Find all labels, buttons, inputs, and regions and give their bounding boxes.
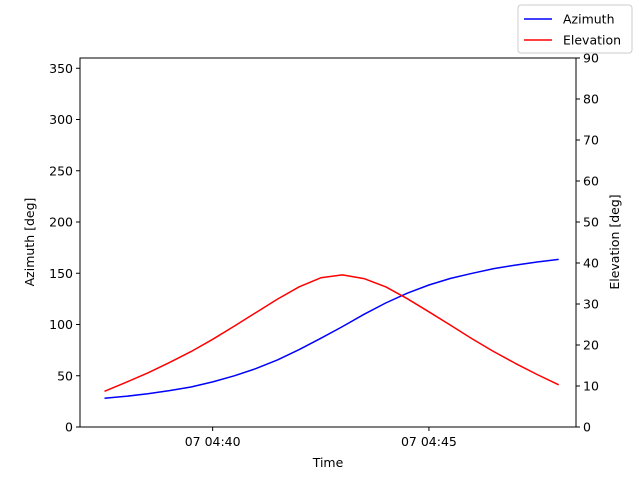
x-tick-label: 07 04:45 xyxy=(401,434,457,449)
right-y-tick-label: 70 xyxy=(583,133,599,148)
right-y-tick-label: 10 xyxy=(583,379,599,394)
x-tick-label: 07 04:40 xyxy=(185,434,241,449)
right-y-tick-label: 40 xyxy=(583,256,599,271)
legend-label-elevation: Elevation xyxy=(563,33,621,48)
left-y-tick-label: 250 xyxy=(49,163,73,178)
series-line-elevation xyxy=(104,274,560,392)
left-y-axis: 0 50 100 150 200 250 300 350 xyxy=(49,61,80,435)
series-line-azimuth xyxy=(104,258,559,400)
plot-area xyxy=(79,57,577,428)
series-layer xyxy=(104,258,560,400)
left-y-tick-label: 300 xyxy=(49,112,73,127)
right-y-tick-label: 90 xyxy=(583,51,599,66)
left-y-tick-label: 150 xyxy=(49,266,73,281)
right-y-tick-label: 60 xyxy=(583,174,599,189)
legend: Azimuth Elevation xyxy=(517,4,633,54)
left-y-tick-label: 0 xyxy=(65,420,73,435)
left-y-tick-label: 50 xyxy=(57,368,73,383)
right-y-tick-label: 20 xyxy=(583,338,599,353)
right-y-tick-label: 50 xyxy=(583,215,599,230)
right-y-axis-label: Elevation [deg] xyxy=(607,194,622,289)
legend-box xyxy=(517,4,633,54)
legend-label-azimuth: Azimuth xyxy=(563,12,615,27)
right-y-tick-label: 30 xyxy=(583,297,599,312)
left-y-tick-label: 350 xyxy=(49,61,73,76)
left-y-tick-label: 100 xyxy=(49,317,73,332)
left-y-axis-label: Azimuth [deg] xyxy=(22,198,37,287)
right-y-tick-label: 80 xyxy=(583,92,599,107)
right-y-tick-label: 0 xyxy=(583,420,591,435)
plot-frame xyxy=(79,57,577,428)
left-y-tick-label: 200 xyxy=(49,215,73,230)
x-axis: 07 04:40 07 04:45 xyxy=(185,427,457,449)
right-y-axis: 0 10 20 30 40 50 60 70 80 90 xyxy=(576,51,599,435)
x-axis-label: Time xyxy=(312,455,344,470)
